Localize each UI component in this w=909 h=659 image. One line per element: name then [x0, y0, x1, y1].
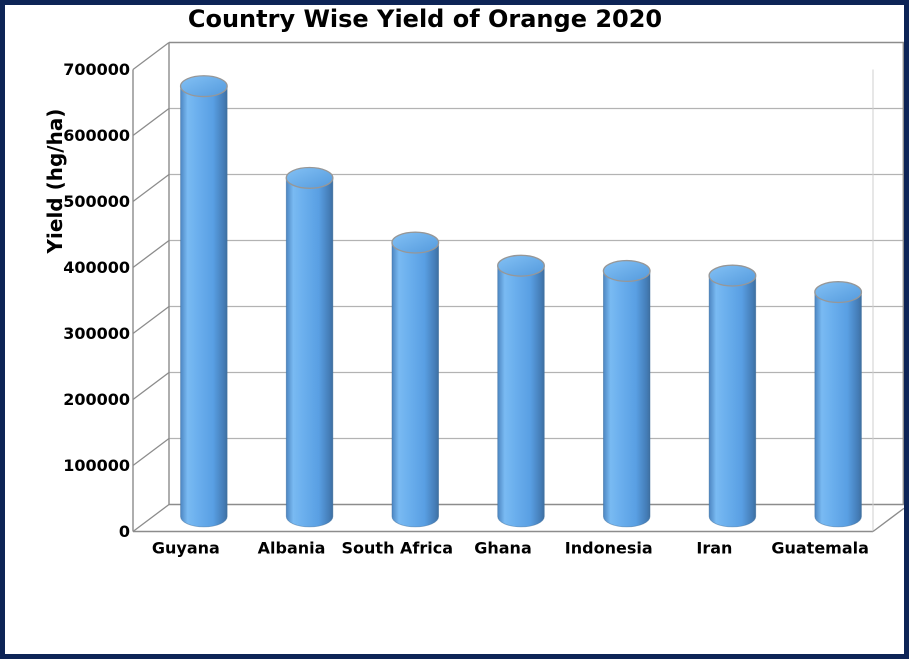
- x-category-label: Guyana: [152, 539, 220, 558]
- bar-body: [391, 242, 439, 528]
- bar-top-cap: [814, 281, 863, 304]
- y-tick-label: 100000: [63, 456, 130, 475]
- bar-top-cap: [285, 166, 334, 189]
- bar-cylinder: [179, 75, 228, 528]
- tick-connector: [132, 371, 170, 401]
- y-tick-label: 600000: [63, 126, 130, 145]
- x-category-label: Indonesia: [565, 539, 653, 558]
- bar-cylinder: [602, 259, 651, 528]
- tick-connector: [132, 503, 170, 533]
- x-category-labels: Guyana Albania South Africa Ghana Indonesia I…: [152, 539, 869, 558]
- bar-cylinder: [285, 166, 334, 528]
- y-tick-labels: 0 100000 200000 300000 400000 500000 600000 700…: [63, 60, 130, 541]
- y-tick-label: 200000: [63, 390, 130, 409]
- bar-body: [814, 292, 862, 528]
- bar-series: [179, 75, 863, 528]
- bar-body: [497, 265, 545, 528]
- tick-connector: [132, 107, 170, 137]
- chart-title: Country Wise Yield of Orange 2020: [187, 5, 663, 33]
- tick-connector: [132, 41, 170, 71]
- tick-connector: [132, 437, 170, 467]
- y-tick-label: 500000: [63, 192, 130, 211]
- tick-connector: [132, 173, 170, 203]
- bar-cylinder: [814, 281, 863, 528]
- tick-connector: [132, 305, 170, 335]
- x-category-label: Ghana: [474, 539, 532, 558]
- bar-top-cap: [391, 231, 440, 254]
- bar-top-cap: [602, 259, 651, 283]
- bar-top-cap: [497, 254, 545, 277]
- floor-right-edge: [872, 507, 904, 533]
- bar-cylinder: [497, 254, 545, 528]
- y-tick-label: 0: [119, 522, 130, 541]
- x-category-label: Albania: [258, 539, 326, 558]
- tick-connector: [132, 239, 170, 269]
- bar-cylinder: [708, 264, 757, 528]
- x-category-label: Iran: [696, 539, 732, 558]
- y-tick-label: 300000: [63, 324, 130, 343]
- x-category-label: South Africa: [342, 539, 454, 558]
- x-category-label: Guatemala: [771, 539, 869, 558]
- axis-frame: [132, 41, 904, 533]
- bar-body: [285, 177, 334, 528]
- bar-top-cap: [179, 75, 228, 98]
- bar-body: [708, 275, 757, 528]
- bar-body: [180, 86, 228, 528]
- bar-top-cap: [708, 264, 757, 287]
- bar-body: [603, 270, 651, 528]
- y-tick-label: 700000: [63, 60, 130, 79]
- y-tick-label: 400000: [63, 258, 130, 277]
- bar-cylinder: [391, 231, 440, 528]
